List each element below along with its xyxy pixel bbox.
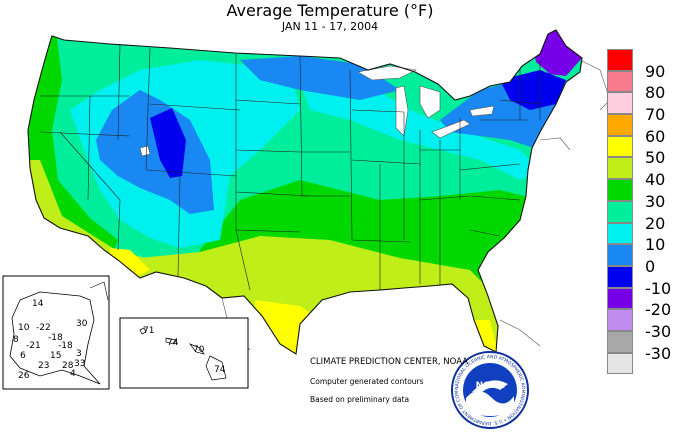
- legend-swatch: [607, 309, 633, 331]
- band-0-10-rockies: [150, 108, 186, 178]
- alaska-value: -22: [36, 323, 51, 333]
- page-title: Average Temperature (°F): [226, 1, 434, 20]
- alaska-shape: [9, 291, 101, 385]
- legend-swatch: [607, 179, 633, 201]
- legend-swatch: [607, 70, 633, 93]
- alaska-value: 23: [38, 361, 49, 371]
- legend-row: 0: [607, 257, 678, 288]
- legend-label: -30: [645, 321, 672, 341]
- legend-label: 10: [645, 235, 666, 255]
- state-borders: [39, 43, 541, 291]
- alaska-value: -18: [58, 341, 73, 351]
- alaska-value: 6: [20, 351, 26, 361]
- legend-row: [607, 49, 678, 71]
- legend-row: 60: [607, 127, 678, 158]
- legend-row: 10: [607, 235, 678, 266]
- legend-label: 90: [645, 61, 666, 81]
- legend-row: -10: [607, 279, 678, 310]
- legend-row: 90: [607, 62, 678, 93]
- lake-michigan: [395, 85, 409, 137]
- legend-row: 20: [607, 214, 678, 245]
- legend-swatch: [607, 244, 633, 266]
- legend-row: 50: [607, 148, 678, 180]
- lake-ontario: [469, 105, 495, 117]
- great-lakes: [139, 65, 495, 157]
- legend-swatch: [607, 330, 633, 353]
- alaska-value: 15: [50, 351, 61, 361]
- hawaii-value: 71: [143, 326, 154, 336]
- legend-label: 60: [645, 126, 666, 146]
- hawaii-inset: 71 74 70 74: [119, 317, 249, 389]
- legend-row: 80: [607, 83, 678, 115]
- credit-method: Computer generated contours: [310, 377, 424, 386]
- credit-source: CLIMATE PREDICTION CENTER, NOAA: [310, 357, 469, 367]
- great-salt-lake: [139, 145, 151, 157]
- legend-label: -10: [645, 278, 672, 298]
- lake-superior: [357, 65, 417, 81]
- legend-swatch: [607, 49, 633, 71]
- legend-row: -30: [607, 344, 678, 375]
- legend-swatch: [607, 352, 633, 375]
- alaska-value: -18: [48, 333, 63, 343]
- legend-label: 50: [645, 148, 666, 168]
- alaska-value: 3: [76, 349, 82, 359]
- legend-swatch: [607, 114, 633, 136]
- legend-swatch: [607, 200, 633, 223]
- alaska-value: 30: [76, 319, 88, 329]
- alaska-value: 4: [70, 369, 76, 379]
- legend-swatch: [607, 92, 633, 115]
- legend-label: 30: [645, 191, 666, 211]
- band-10-20-rockies: [96, 90, 214, 214]
- legend-label: -30: [645, 343, 672, 363]
- noaa-logo-text: NOAA: [476, 381, 505, 391]
- hawaii-value: 74: [214, 365, 226, 375]
- legend-label: 70: [645, 105, 666, 125]
- legend-swatch: [607, 287, 633, 310]
- legend-row: 40: [607, 170, 678, 201]
- alaska-value: 8: [13, 335, 19, 345]
- legend-label: 20: [645, 213, 666, 233]
- band-0-10-northeast: [500, 70, 566, 110]
- legend-row: 30: [607, 192, 678, 223]
- legend-label: -20: [645, 300, 672, 320]
- legend-label: 0: [645, 256, 656, 276]
- alaska-inset: 14 30 10 -22 8 -18 -21 -18 6 15 3 23 28 …: [2, 275, 110, 390]
- legend-swatch: [607, 135, 633, 158]
- legend-swatch: [607, 157, 633, 180]
- alaska-value: 28: [62, 361, 74, 371]
- date-range: JAN 11 - 17, 2004: [281, 20, 379, 33]
- alaska-value: 26: [18, 371, 30, 381]
- legend-row: 70: [607, 105, 678, 136]
- lake-erie: [431, 119, 471, 139]
- alaska-value: 10: [18, 323, 30, 333]
- legend-swatch: [607, 222, 633, 245]
- hawaii-value: 70: [193, 345, 205, 355]
- hawaii-value: 74: [167, 338, 179, 348]
- legend-label: 80: [645, 83, 666, 103]
- color-legend: 90 80 70 60 50 40 30 20 10 0 -10 -20 -30 -30: [607, 49, 678, 375]
- legend-swatch: [607, 265, 633, 288]
- legend-row: -20: [607, 300, 678, 331]
- legend-row: -30: [607, 322, 678, 353]
- lake-huron: [419, 85, 441, 119]
- alaska-value: 14: [32, 299, 44, 309]
- credit-note: Based on preliminary data: [310, 395, 410, 404]
- legend-label: 40: [645, 170, 666, 190]
- us-outline: [27, 29, 583, 355]
- alaska-value: -21: [26, 341, 41, 351]
- alaska-value: 33: [74, 359, 85, 369]
